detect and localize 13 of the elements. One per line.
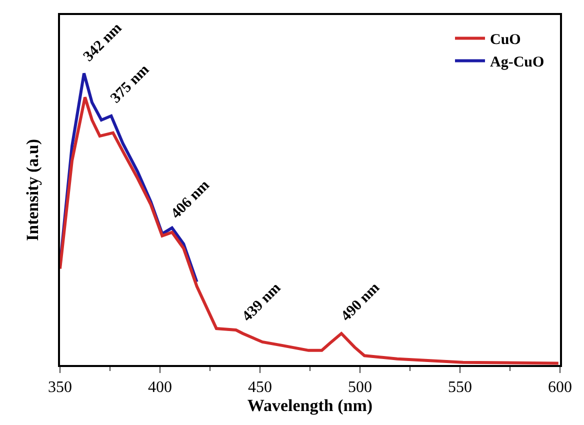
- x-tick-label: 450: [248, 379, 272, 396]
- annotation: 406 nm: [168, 177, 214, 222]
- x-tick-label: 400: [148, 379, 172, 396]
- annotation: 439 nm: [239, 280, 284, 325]
- x-tick-label: 550: [448, 379, 472, 396]
- x-tick-label: 500: [348, 379, 372, 396]
- x-axis-title: Wavelength (nm): [247, 396, 373, 416]
- legend-label: Ag-CuO: [490, 54, 544, 71]
- y-axis-title: Intensity (a.u): [23, 138, 42, 242]
- annotation: 490 nm: [338, 280, 384, 325]
- x-tick-label: 350: [48, 379, 72, 396]
- x-tick-label: 600: [548, 379, 572, 396]
- legend-label: CuO: [490, 32, 521, 48]
